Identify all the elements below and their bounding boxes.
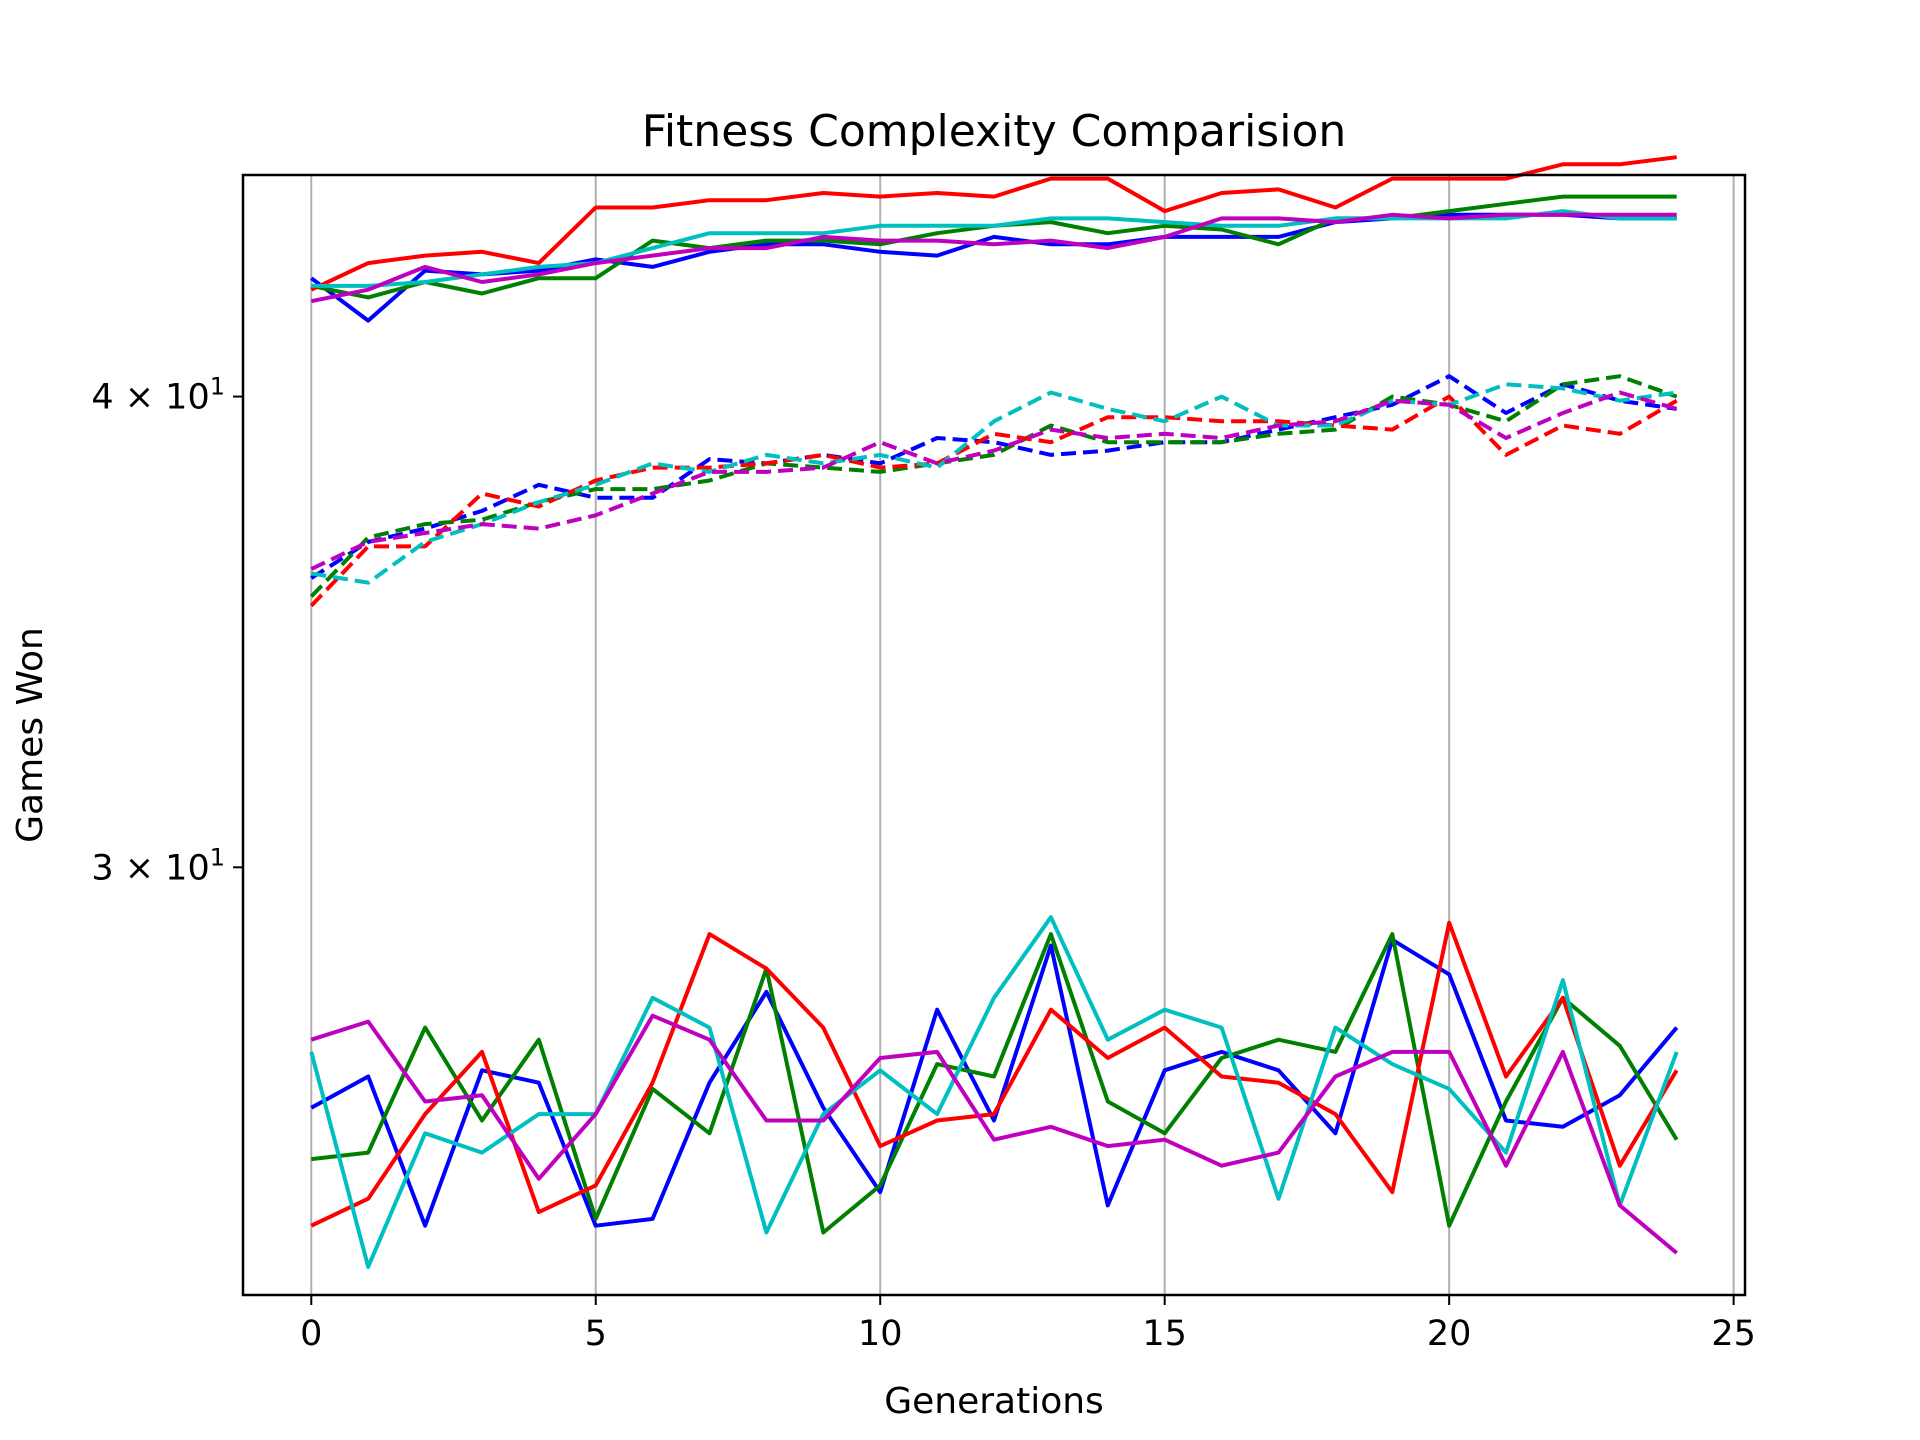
series-lines xyxy=(309,155,1679,1269)
series-line-bottom-3 xyxy=(310,920,1679,1228)
series-line-middle-5 xyxy=(310,390,1678,571)
series-line-top-5 xyxy=(310,212,1677,304)
x-tick-label: 0 xyxy=(300,1314,322,1354)
x-tick-label: 15 xyxy=(1142,1314,1187,1354)
x-tick-label: 10 xyxy=(858,1314,903,1354)
series-line-bottom-5 xyxy=(310,1013,1678,1255)
x-axis-label: Generations xyxy=(884,1381,1104,1422)
grid-lines xyxy=(310,175,1735,1295)
series-line-bottom-2 xyxy=(311,932,1679,1235)
y-tick-label: 3 × 101 xyxy=(91,843,225,888)
x-tick-label: 25 xyxy=(1711,1314,1756,1354)
x-tick-label: 20 xyxy=(1427,1314,1472,1354)
y-tick-label: 4 × 101 xyxy=(91,373,225,418)
series-line-top-1 xyxy=(310,212,1677,323)
x-tick-label: 5 xyxy=(585,1314,607,1354)
y-axis-label: Games Won xyxy=(10,627,51,843)
chart-title: Fitness Complexity Comparision xyxy=(642,106,1347,157)
series-line-bottom-4 xyxy=(309,915,1679,1269)
plot-frame xyxy=(241,173,1747,1297)
series-line-middle-3 xyxy=(309,394,1678,608)
series-line-top-3 xyxy=(310,155,1677,292)
series-line-bottom-1 xyxy=(310,937,1679,1228)
series-line-middle-1 xyxy=(310,374,1677,580)
x-axis-ticks: 0 5 10 15 20 25 xyxy=(300,1295,1756,1354)
y-axis-ticks: 4 × 101 3 × 101 xyxy=(91,373,243,888)
